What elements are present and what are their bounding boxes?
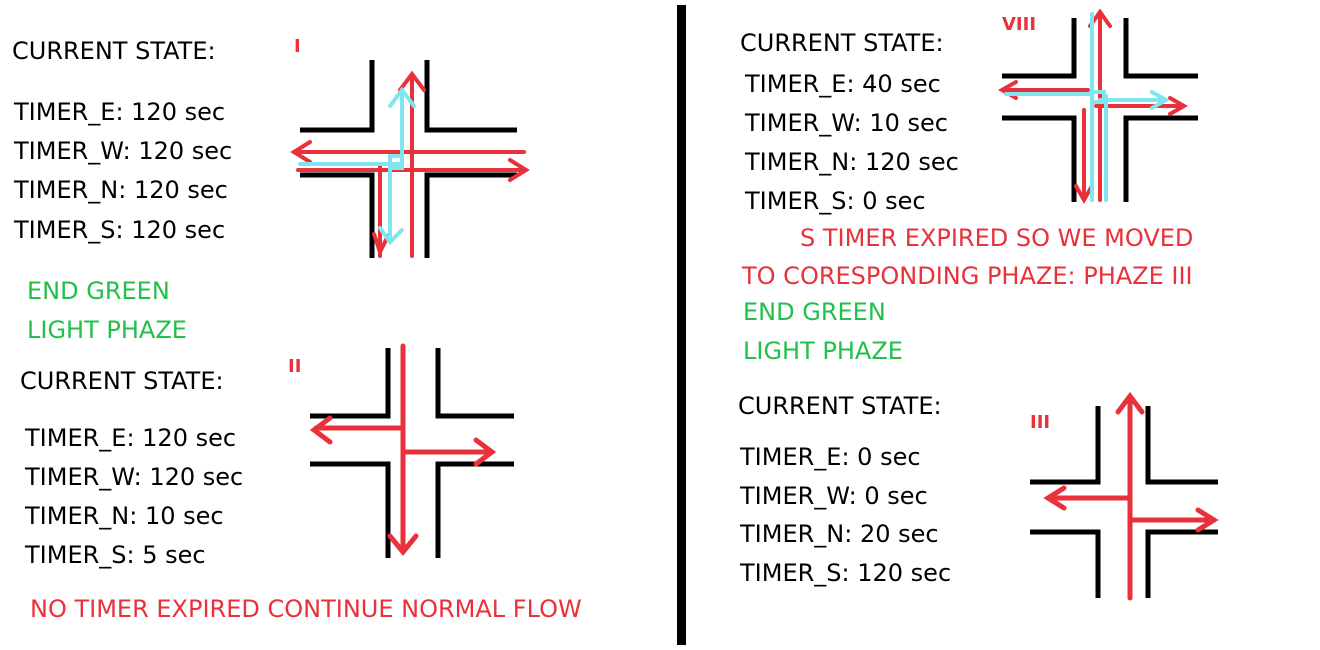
phase-8-status-line: S TIMER EXPIRED SO WE MOVED	[800, 224, 1194, 252]
road-edges	[310, 348, 514, 558]
phase-1-status-line: LIGHT PHAZE	[27, 316, 187, 344]
phase-3-timer-n: TIMER_N: 20 sec	[740, 520, 939, 548]
phase-8-junction-diagram	[997, 8, 1198, 205]
phase-8-timer-n: TIMER_N: 120 sec	[745, 148, 959, 176]
phase-8-status-line: LIGHT PHAZE	[743, 337, 903, 365]
phase-8-status-line: END GREEN	[743, 298, 886, 326]
road-edges	[1002, 18, 1198, 202]
phase-3-label: III	[1030, 412, 1051, 433]
road-edges	[300, 60, 517, 258]
phase-3-timer-w: TIMER_W: 0 sec	[740, 482, 928, 510]
phase-1-label: I	[294, 36, 301, 57]
phase-3-timer-e: TIMER_E: 0 sec	[740, 443, 921, 471]
phase-2-timer-w: TIMER_W: 120 sec	[25, 463, 244, 491]
phase-8-heading: CURRENT STATE:	[740, 29, 944, 57]
red-flow-arrows	[290, 70, 530, 258]
phase-1-timer-e: TIMER_E: 120 sec	[14, 98, 226, 126]
cyan-flow-arrows	[298, 86, 416, 246]
phase-2-heading: CURRENT STATE:	[20, 367, 224, 395]
phase-2-label: II	[288, 356, 302, 377]
cyan-flow-arrows	[1004, 12, 1171, 202]
phase-1-junction-diagram	[290, 60, 530, 258]
phase-2-timer-s: TIMER_S: 5 sec	[25, 541, 206, 569]
phase-8-timer-s: TIMER_S: 0 sec	[745, 187, 926, 215]
panel-divider	[677, 5, 686, 645]
phase-2-timer-e: TIMER_E: 120 sec	[25, 424, 237, 452]
phase-1-status-line: END GREEN	[27, 277, 170, 305]
phase-8-label: VIII	[1002, 14, 1037, 35]
phase-3-timer-s: TIMER_S: 120 sec	[740, 559, 952, 587]
phase-1-timer-n: TIMER_N: 120 sec	[14, 176, 228, 204]
phase-2-timer-n: TIMER_N: 10 sec	[25, 502, 224, 530]
phase-1-heading: CURRENT STATE:	[12, 37, 216, 65]
phase-8-status-line: TO CORESPONDING PHAZE: PHAZE III	[742, 262, 1193, 290]
phase-3-junction-diagram	[1030, 391, 1219, 601]
road-edges	[1030, 406, 1218, 598]
phase-2-junction-diagram	[309, 343, 514, 558]
red-flow-arrows	[309, 343, 497, 556]
phase-2-status-line: NO TIMER EXPIRED CONTINUE NORMAL FLOW	[30, 595, 582, 623]
phase-1-timer-w: TIMER_W: 120 sec	[14, 137, 233, 165]
phase-8-timer-w: TIMER_W: 10 sec	[745, 109, 948, 137]
phase-8-timer-e: TIMER_E: 40 sec	[745, 70, 941, 98]
phase-1-timer-s: TIMER_S: 120 sec	[14, 216, 226, 244]
red-flow-arrows	[1043, 391, 1219, 601]
phase-3-heading: CURRENT STATE:	[738, 392, 942, 420]
